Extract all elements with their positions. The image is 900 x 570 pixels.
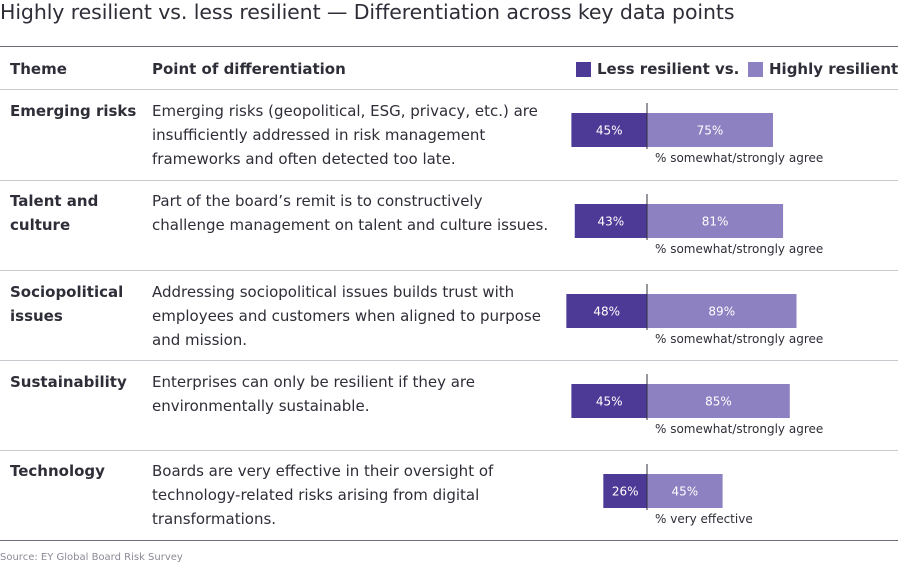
legend-item-highly-resilient: Highly resilient: [748, 60, 898, 78]
bar-less-resilient: [571, 384, 647, 418]
row-theme: Sociopolitical issues: [10, 283, 124, 325]
legend-label-highly-resilient: Highly resilient: [769, 60, 899, 78]
row-description: Boards are very effective in their overs…: [152, 462, 494, 528]
bar-note: % very effective: [655, 512, 753, 526]
bar-note: % somewhat/strongly agree: [655, 422, 823, 436]
row-theme: Sustainability: [10, 373, 127, 391]
bar-less-resilient: [566, 294, 647, 328]
bar-label-less-resilient: 48%: [593, 305, 620, 319]
row-description: Addressing sociopolitical issues builds …: [152, 283, 541, 349]
table-row: Sociopolitical issues Addressing sociopo…: [0, 271, 898, 360]
bar-highly-resilient: [647, 294, 797, 328]
bar-label-less-resilient: 45%: [596, 395, 623, 409]
bar-label-less-resilient: 43%: [598, 215, 625, 229]
row-divider: [0, 180, 898, 181]
table-bottom-rule: [0, 540, 898, 541]
bar-less-resilient: [603, 474, 647, 508]
bar-note: % somewhat/strongly agree: [655, 151, 823, 165]
row-theme: Technology: [10, 462, 105, 480]
bar-highly-resilient: [647, 204, 784, 238]
row-theme: Emerging risks: [10, 102, 137, 120]
legend-swatch-less-resilient: [576, 61, 591, 77]
source-note: Source: EY Global Board Risk Survey: [0, 552, 183, 563]
bar-highly-resilient: [647, 113, 773, 147]
row-divider: [0, 360, 898, 361]
bar-label-less-resilient: 26%: [612, 485, 639, 499]
row-divider: [0, 270, 898, 271]
bar-label-highly-resilient: 89%: [708, 305, 735, 319]
bar-label-highly-resilient: 85%: [705, 395, 732, 409]
bar-label-less-resilient: 45%: [596, 124, 623, 138]
legend-swatch-highly-resilient: [748, 61, 763, 77]
bar-highly-resilient: [647, 474, 723, 508]
row-description: Part of the board’s remit is to construc…: [152, 192, 549, 234]
bar-less-resilient: [574, 204, 647, 238]
chart-title: Highly resilient vs. less resilient — Di…: [0, 0, 735, 24]
bar-note: % somewhat/strongly agree: [655, 332, 823, 346]
table-row: Talent and culture Part of the board’s r…: [0, 181, 898, 270]
legend-label-less-resilient: Less resilient vs.: [597, 60, 740, 78]
legend-item-less-resilient: Less resilient vs.: [576, 60, 739, 78]
bar-highly-resilient: [647, 384, 790, 418]
header-theme: Theme: [10, 60, 67, 78]
header-bottom-rule: [0, 89, 898, 90]
row-description: Enterprises can only be resilient if the…: [152, 373, 475, 415]
table-row: Sustainability Enterprises can only be r…: [0, 361, 898, 450]
row-divider: [0, 450, 898, 451]
bar-label-highly-resilient: 45%: [671, 485, 698, 499]
header-top-rule: [0, 46, 898, 47]
bar-less-resilient: [571, 113, 647, 147]
bar-label-highly-resilient: 75%: [697, 124, 724, 138]
table-row: Technology Boards are very effective in …: [0, 451, 898, 540]
bar-label-highly-resilient: 81%: [702, 215, 729, 229]
bar-note: % somewhat/strongly agree: [655, 242, 823, 256]
header-point-of-differentiation: Point of differentiation: [152, 60, 346, 78]
row-theme: Talent and culture: [10, 192, 99, 234]
table-row: Emerging risks Emerging risks (geopoliti…: [0, 90, 898, 180]
row-description: Emerging risks (geopolitical, ESG, priva…: [152, 102, 538, 168]
